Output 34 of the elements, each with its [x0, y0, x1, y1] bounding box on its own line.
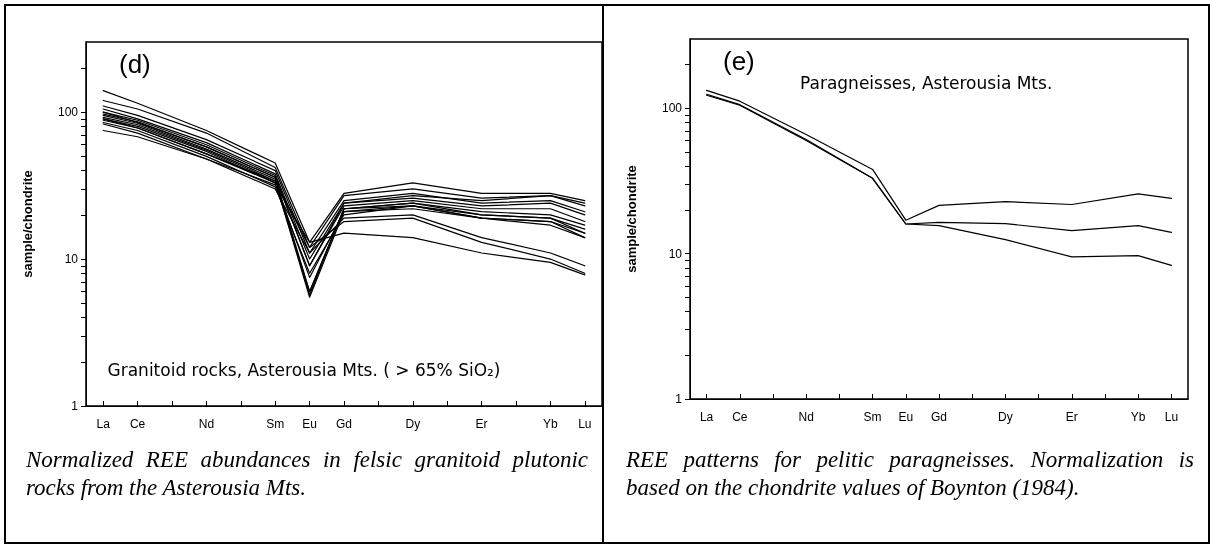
y-tick-label: 100: [57, 105, 79, 120]
x-tick-label: Sm: [266, 417, 285, 431]
x-tick-label: Yb: [1130, 410, 1146, 424]
x-tick-label: Nd: [198, 417, 215, 431]
x-tick-label: La: [699, 410, 714, 424]
y-tick-label: 10: [64, 252, 79, 267]
x-tick-label: Yb: [543, 417, 559, 431]
y-tick-label: 1: [675, 392, 683, 406]
text: Normalized REE abundances in felsic granitoid plutonic rocks from the Asterousia Mts.: [26, 446, 588, 502]
chart-title: (e): [723, 46, 755, 76]
x-tick-label: Dy: [998, 410, 1013, 424]
y-tick-label: 100: [661, 101, 683, 116]
chart-title: (d): [119, 49, 151, 79]
y-axis-title: sample/chondrite: [624, 165, 639, 273]
x-tick-label: Lu: [1164, 410, 1179, 424]
annotation: Granitoid rocks, Asterousia Mts. ( > 65% SiO₂): [107, 359, 501, 380]
x-tick-label: Nd: [798, 410, 814, 424]
text: REE patterns for pelitic paragneisses. Normalization is based on the chondrite values of Boynton (1984).: [626, 446, 1194, 502]
annotation: Paragneisses, Asterousia Mts.: [800, 72, 1053, 93]
x-tick-label: Eu: [302, 417, 317, 431]
x-tick-label: Sm: [863, 410, 882, 424]
y-tick-label: 1: [71, 399, 79, 413]
x-tick-label: Ce: [732, 410, 748, 424]
x-tick-label: Gd: [335, 417, 353, 431]
y-tick-label: 10: [668, 246, 683, 261]
x-tick-label: Ce: [129, 417, 146, 431]
x-tick-label: Er: [475, 417, 488, 431]
x-tick-label: Gd: [930, 410, 948, 424]
y-axis-title: sample/chondrite: [20, 170, 35, 278]
x-tick-label: Er: [1065, 410, 1078, 424]
x-tick-label: Eu: [898, 410, 914, 424]
x-tick-label: Lu: [578, 417, 592, 431]
x-tick-label: La: [96, 417, 111, 431]
x-tick-label: Dy: [405, 417, 421, 431]
